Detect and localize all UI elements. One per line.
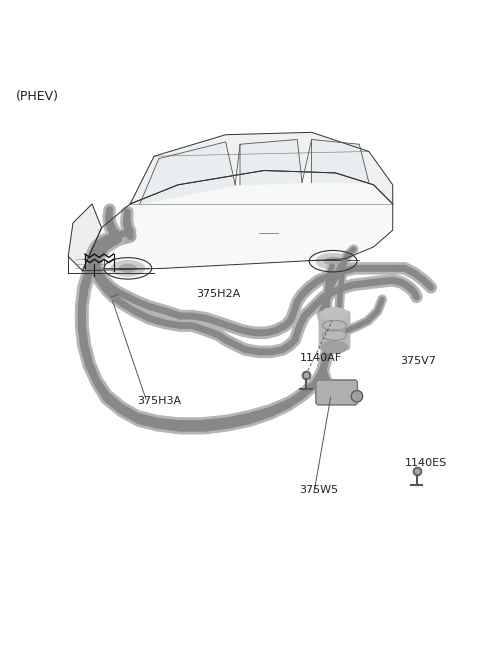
FancyBboxPatch shape xyxy=(319,312,350,350)
Ellipse shape xyxy=(111,260,144,276)
Polygon shape xyxy=(240,140,302,185)
Polygon shape xyxy=(130,133,393,204)
Text: 375V7: 375V7 xyxy=(400,356,436,366)
Text: 375H2A: 375H2A xyxy=(196,289,240,299)
Ellipse shape xyxy=(104,258,152,279)
Ellipse shape xyxy=(316,254,350,269)
Polygon shape xyxy=(140,142,235,204)
Polygon shape xyxy=(68,204,102,271)
Text: 375W5: 375W5 xyxy=(299,485,338,495)
Ellipse shape xyxy=(120,264,136,272)
Text: 375H3A: 375H3A xyxy=(137,396,181,406)
Ellipse shape xyxy=(322,308,348,319)
Ellipse shape xyxy=(322,341,348,353)
Text: 1140AF: 1140AF xyxy=(300,354,342,363)
Text: 1140ES: 1140ES xyxy=(405,459,447,468)
Polygon shape xyxy=(83,171,393,271)
Polygon shape xyxy=(312,140,369,182)
Circle shape xyxy=(351,390,363,402)
Ellipse shape xyxy=(324,257,341,265)
Ellipse shape xyxy=(309,251,357,272)
FancyBboxPatch shape xyxy=(316,380,358,405)
Text: (PHEV): (PHEV) xyxy=(16,90,59,103)
